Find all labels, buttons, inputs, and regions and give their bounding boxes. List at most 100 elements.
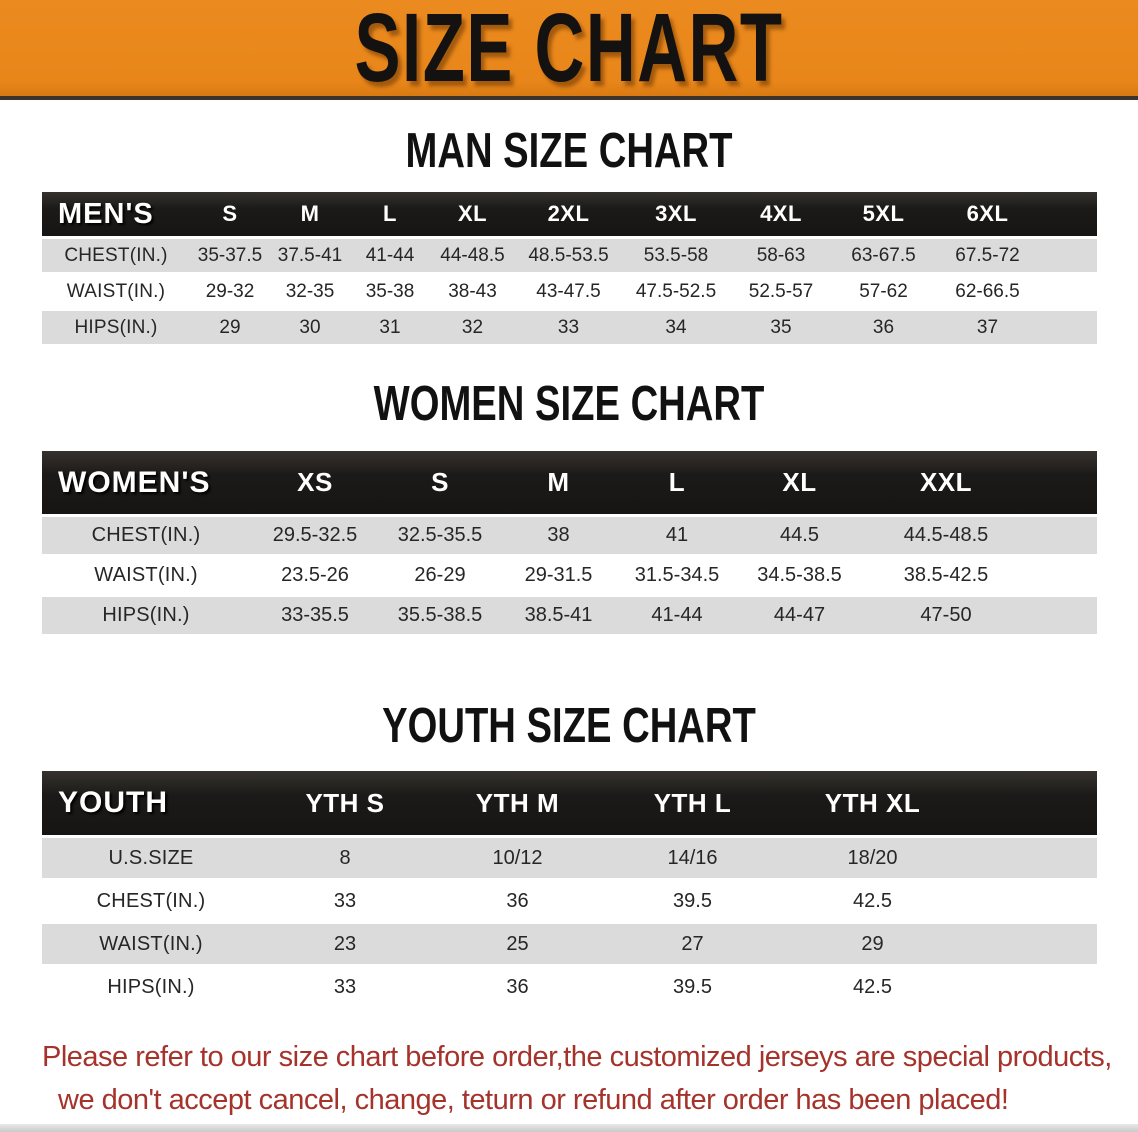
size-value: 41 bbox=[617, 517, 737, 554]
size-value: 33 bbox=[515, 311, 622, 344]
size-column-header: L bbox=[350, 192, 430, 236]
size-column-header: 5XL bbox=[832, 192, 935, 236]
row-spacer bbox=[965, 924, 1097, 964]
size-column-header: YTH XL bbox=[780, 771, 965, 835]
row-label: WAIST(IN.) bbox=[42, 924, 260, 964]
row-spacer bbox=[965, 838, 1097, 878]
table-row: WAIST(IN.) 29-32 32-35 35-38 38-43 43-47.5 47.… bbox=[42, 275, 1097, 308]
row-label: CHEST(IN.) bbox=[42, 517, 250, 554]
size-value: 29-31.5 bbox=[500, 557, 617, 594]
size-value: 44-47 bbox=[737, 597, 862, 634]
table-row: WAIST(IN.) 23 25 27 29 bbox=[42, 924, 1097, 964]
table-row: WAIST(IN.) 23.5-26 26-29 29-31.5 31.5-34.5 34… bbox=[42, 557, 1097, 594]
footnote: Please refer to our size chart before or… bbox=[42, 1036, 1138, 1122]
row-spacer bbox=[1030, 597, 1097, 634]
size-value: 47.5-52.5 bbox=[622, 275, 730, 308]
men-size-table: MEN'S S M L XL 2XL 3XL 4XL 5XL 6XL CHEST(IN.) 35-37… bbox=[42, 189, 1097, 347]
youth-section-heading: YOUTH SIZE CHART bbox=[382, 699, 756, 753]
size-value: 41-44 bbox=[617, 597, 737, 634]
women-size-table: WOMEN'S XS S M L XL XXL CHEST(IN.) 29.5-32.5 32.5… bbox=[42, 448, 1097, 637]
size-value: 18/20 bbox=[780, 838, 965, 878]
size-value: 36 bbox=[832, 311, 935, 344]
row-spacer bbox=[1040, 311, 1097, 344]
size-value: 34 bbox=[622, 311, 730, 344]
size-value: 14/16 bbox=[605, 838, 780, 878]
size-value: 39.5 bbox=[605, 881, 780, 921]
size-value: 33 bbox=[260, 881, 430, 921]
size-value: 38.5-41 bbox=[500, 597, 617, 634]
row-spacer bbox=[1030, 557, 1097, 594]
size-value: 29 bbox=[190, 311, 270, 344]
size-column-header: S bbox=[190, 192, 270, 236]
footnote-line-2: we don't accept cancel, change, teturn o… bbox=[58, 1084, 1009, 1116]
size-value: 34.5-38.5 bbox=[737, 557, 862, 594]
row-label: WAIST(IN.) bbox=[42, 557, 250, 594]
size-column-header: YTH M bbox=[430, 771, 605, 835]
size-value: 29.5-32.5 bbox=[250, 517, 380, 554]
size-value: 26-29 bbox=[380, 557, 500, 594]
size-value: 33-35.5 bbox=[250, 597, 380, 634]
size-value: 30 bbox=[270, 311, 350, 344]
size-value: 8 bbox=[260, 838, 430, 878]
row-label: HIPS(IN.) bbox=[42, 967, 260, 1007]
size-value: 43-47.5 bbox=[515, 275, 622, 308]
size-value: 35-38 bbox=[350, 275, 430, 308]
size-column-header: 6XL bbox=[935, 192, 1040, 236]
size-column-header: XL bbox=[737, 451, 862, 514]
size-value: 25 bbox=[430, 924, 605, 964]
size-value: 31 bbox=[350, 311, 430, 344]
header-spacer bbox=[965, 771, 1097, 835]
size-value: 29-32 bbox=[190, 275, 270, 308]
bottom-strip bbox=[0, 1124, 1138, 1132]
size-value: 29 bbox=[780, 924, 965, 964]
table-row: U.S.SIZE 8 10/12 14/16 18/20 bbox=[42, 838, 1097, 878]
size-column-header: XS bbox=[250, 451, 380, 514]
header-spacer bbox=[1040, 192, 1097, 236]
banner-title: SIZE CHART bbox=[354, 0, 784, 103]
table-corner-label: MEN'S bbox=[42, 192, 190, 236]
size-value: 38-43 bbox=[430, 275, 515, 308]
size-column-header: M bbox=[500, 451, 617, 514]
table-header-row: YOUTH YTH S YTH M YTH L YTH XL bbox=[42, 771, 1097, 835]
size-value: 10/12 bbox=[430, 838, 605, 878]
table-row: CHEST(IN.) 29.5-32.5 32.5-35.5 38 41 44.5 44.5… bbox=[42, 517, 1097, 554]
size-value: 44.5-48.5 bbox=[862, 517, 1030, 554]
size-value: 44-48.5 bbox=[430, 239, 515, 272]
size-value: 57-62 bbox=[832, 275, 935, 308]
size-value: 37.5-41 bbox=[270, 239, 350, 272]
size-value: 39.5 bbox=[605, 967, 780, 1007]
size-value: 35-37.5 bbox=[190, 239, 270, 272]
size-value: 27 bbox=[605, 924, 780, 964]
size-value: 37 bbox=[935, 311, 1040, 344]
size-value: 31.5-34.5 bbox=[617, 557, 737, 594]
size-column-header: XL bbox=[430, 192, 515, 236]
size-value: 42.5 bbox=[780, 881, 965, 921]
size-value: 35.5-38.5 bbox=[380, 597, 500, 634]
size-value: 42.5 bbox=[780, 967, 965, 1007]
size-column-header: M bbox=[270, 192, 350, 236]
size-value: 62-66.5 bbox=[935, 275, 1040, 308]
size-value: 41-44 bbox=[350, 239, 430, 272]
table-row: HIPS(IN.) 33-35.5 35.5-38.5 38.5-41 41-44 44-… bbox=[42, 597, 1097, 634]
footnote-line-1: Please refer to our size chart before or… bbox=[42, 1041, 1112, 1073]
row-label: HIPS(IN.) bbox=[42, 597, 250, 634]
size-value: 47-50 bbox=[862, 597, 1030, 634]
size-value: 48.5-53.5 bbox=[515, 239, 622, 272]
size-value: 32 bbox=[430, 311, 515, 344]
size-value: 23.5-26 bbox=[250, 557, 380, 594]
size-value: 53.5-58 bbox=[622, 239, 730, 272]
size-value: 38.5-42.5 bbox=[862, 557, 1030, 594]
row-spacer bbox=[965, 967, 1097, 1007]
table-row: CHEST(IN.) 33 36 39.5 42.5 bbox=[42, 881, 1097, 921]
women-section-heading: WOMEN SIZE CHART bbox=[373, 377, 765, 431]
row-label: U.S.SIZE bbox=[42, 838, 260, 878]
header-spacer bbox=[1030, 451, 1097, 514]
row-label: WAIST(IN.) bbox=[42, 275, 190, 308]
row-spacer bbox=[1040, 239, 1097, 272]
size-column-header: 2XL bbox=[515, 192, 622, 236]
table-row: HIPS(IN.) 33 36 39.5 42.5 bbox=[42, 967, 1097, 1007]
men-section-heading: MAN SIZE CHART bbox=[405, 124, 733, 178]
row-spacer bbox=[1030, 517, 1097, 554]
row-label: CHEST(IN.) bbox=[42, 881, 260, 921]
